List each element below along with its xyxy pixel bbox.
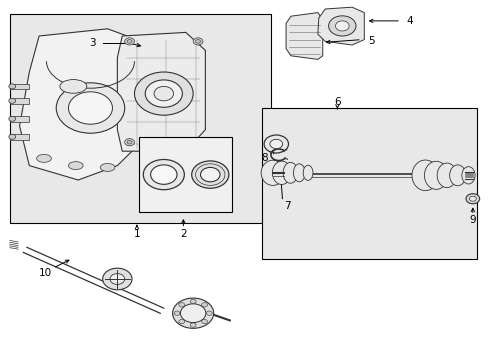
Ellipse shape: [272, 161, 290, 184]
Ellipse shape: [261, 160, 284, 185]
Bar: [10, 116, 29, 122]
Text: 2: 2: [180, 229, 186, 239]
Text: 7: 7: [283, 201, 290, 211]
Circle shape: [191, 161, 228, 188]
Circle shape: [193, 38, 203, 45]
Text: 6: 6: [333, 96, 340, 107]
Text: 4: 4: [406, 16, 413, 26]
Ellipse shape: [424, 161, 447, 189]
Circle shape: [9, 98, 16, 103]
Polygon shape: [20, 29, 156, 180]
Circle shape: [193, 139, 203, 146]
Circle shape: [9, 116, 16, 121]
Circle shape: [9, 84, 16, 89]
Circle shape: [68, 92, 112, 124]
Ellipse shape: [436, 163, 456, 188]
Bar: [10, 84, 29, 89]
Circle shape: [201, 319, 207, 324]
Ellipse shape: [283, 162, 297, 183]
Circle shape: [468, 196, 475, 201]
Circle shape: [200, 167, 220, 182]
Ellipse shape: [293, 164, 305, 182]
Text: 8: 8: [261, 153, 267, 163]
Bar: [139, 137, 232, 212]
Circle shape: [195, 40, 200, 43]
Bar: [10, 14, 271, 223]
Circle shape: [190, 299, 196, 303]
Circle shape: [269, 139, 282, 149]
Text: 9: 9: [468, 215, 475, 225]
Text: 1: 1: [133, 229, 140, 239]
Circle shape: [201, 303, 207, 307]
Circle shape: [174, 311, 180, 315]
Circle shape: [179, 319, 184, 324]
Ellipse shape: [100, 163, 115, 171]
Ellipse shape: [461, 167, 474, 184]
Circle shape: [180, 304, 205, 323]
Ellipse shape: [60, 80, 87, 93]
Circle shape: [9, 134, 16, 139]
Ellipse shape: [37, 154, 51, 162]
Circle shape: [143, 159, 184, 190]
Circle shape: [134, 72, 193, 115]
Circle shape: [206, 311, 212, 315]
Ellipse shape: [448, 165, 465, 186]
Bar: [261, 108, 476, 259]
Circle shape: [56, 83, 124, 133]
Text: 5: 5: [367, 36, 374, 46]
Circle shape: [328, 16, 355, 36]
Circle shape: [195, 140, 200, 144]
Polygon shape: [117, 32, 205, 151]
Circle shape: [124, 139, 134, 146]
Circle shape: [190, 323, 196, 327]
Circle shape: [172, 298, 213, 328]
Polygon shape: [317, 7, 364, 45]
Polygon shape: [285, 13, 322, 59]
Ellipse shape: [303, 165, 312, 180]
Circle shape: [335, 21, 348, 31]
Bar: [10, 134, 29, 140]
Ellipse shape: [68, 162, 83, 170]
Circle shape: [465, 194, 479, 204]
Text: 3: 3: [88, 38, 95, 48]
Bar: [10, 98, 29, 104]
Circle shape: [110, 274, 124, 284]
Circle shape: [154, 86, 173, 101]
Circle shape: [127, 40, 132, 43]
Circle shape: [179, 303, 184, 307]
Ellipse shape: [411, 160, 438, 191]
Circle shape: [127, 140, 132, 144]
Circle shape: [124, 38, 134, 45]
Text: 10: 10: [39, 268, 51, 278]
Circle shape: [102, 268, 132, 290]
Circle shape: [145, 80, 182, 107]
Circle shape: [150, 165, 177, 184]
